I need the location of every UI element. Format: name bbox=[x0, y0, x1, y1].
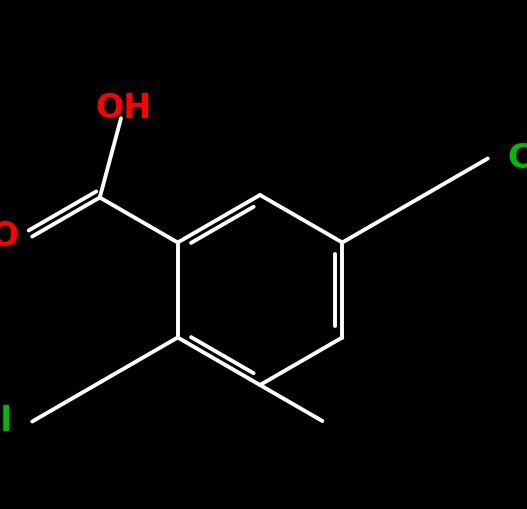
Text: O: O bbox=[0, 220, 18, 253]
Text: OH: OH bbox=[95, 92, 151, 125]
Text: Cl: Cl bbox=[0, 405, 12, 438]
Text: Cl: Cl bbox=[508, 142, 527, 175]
